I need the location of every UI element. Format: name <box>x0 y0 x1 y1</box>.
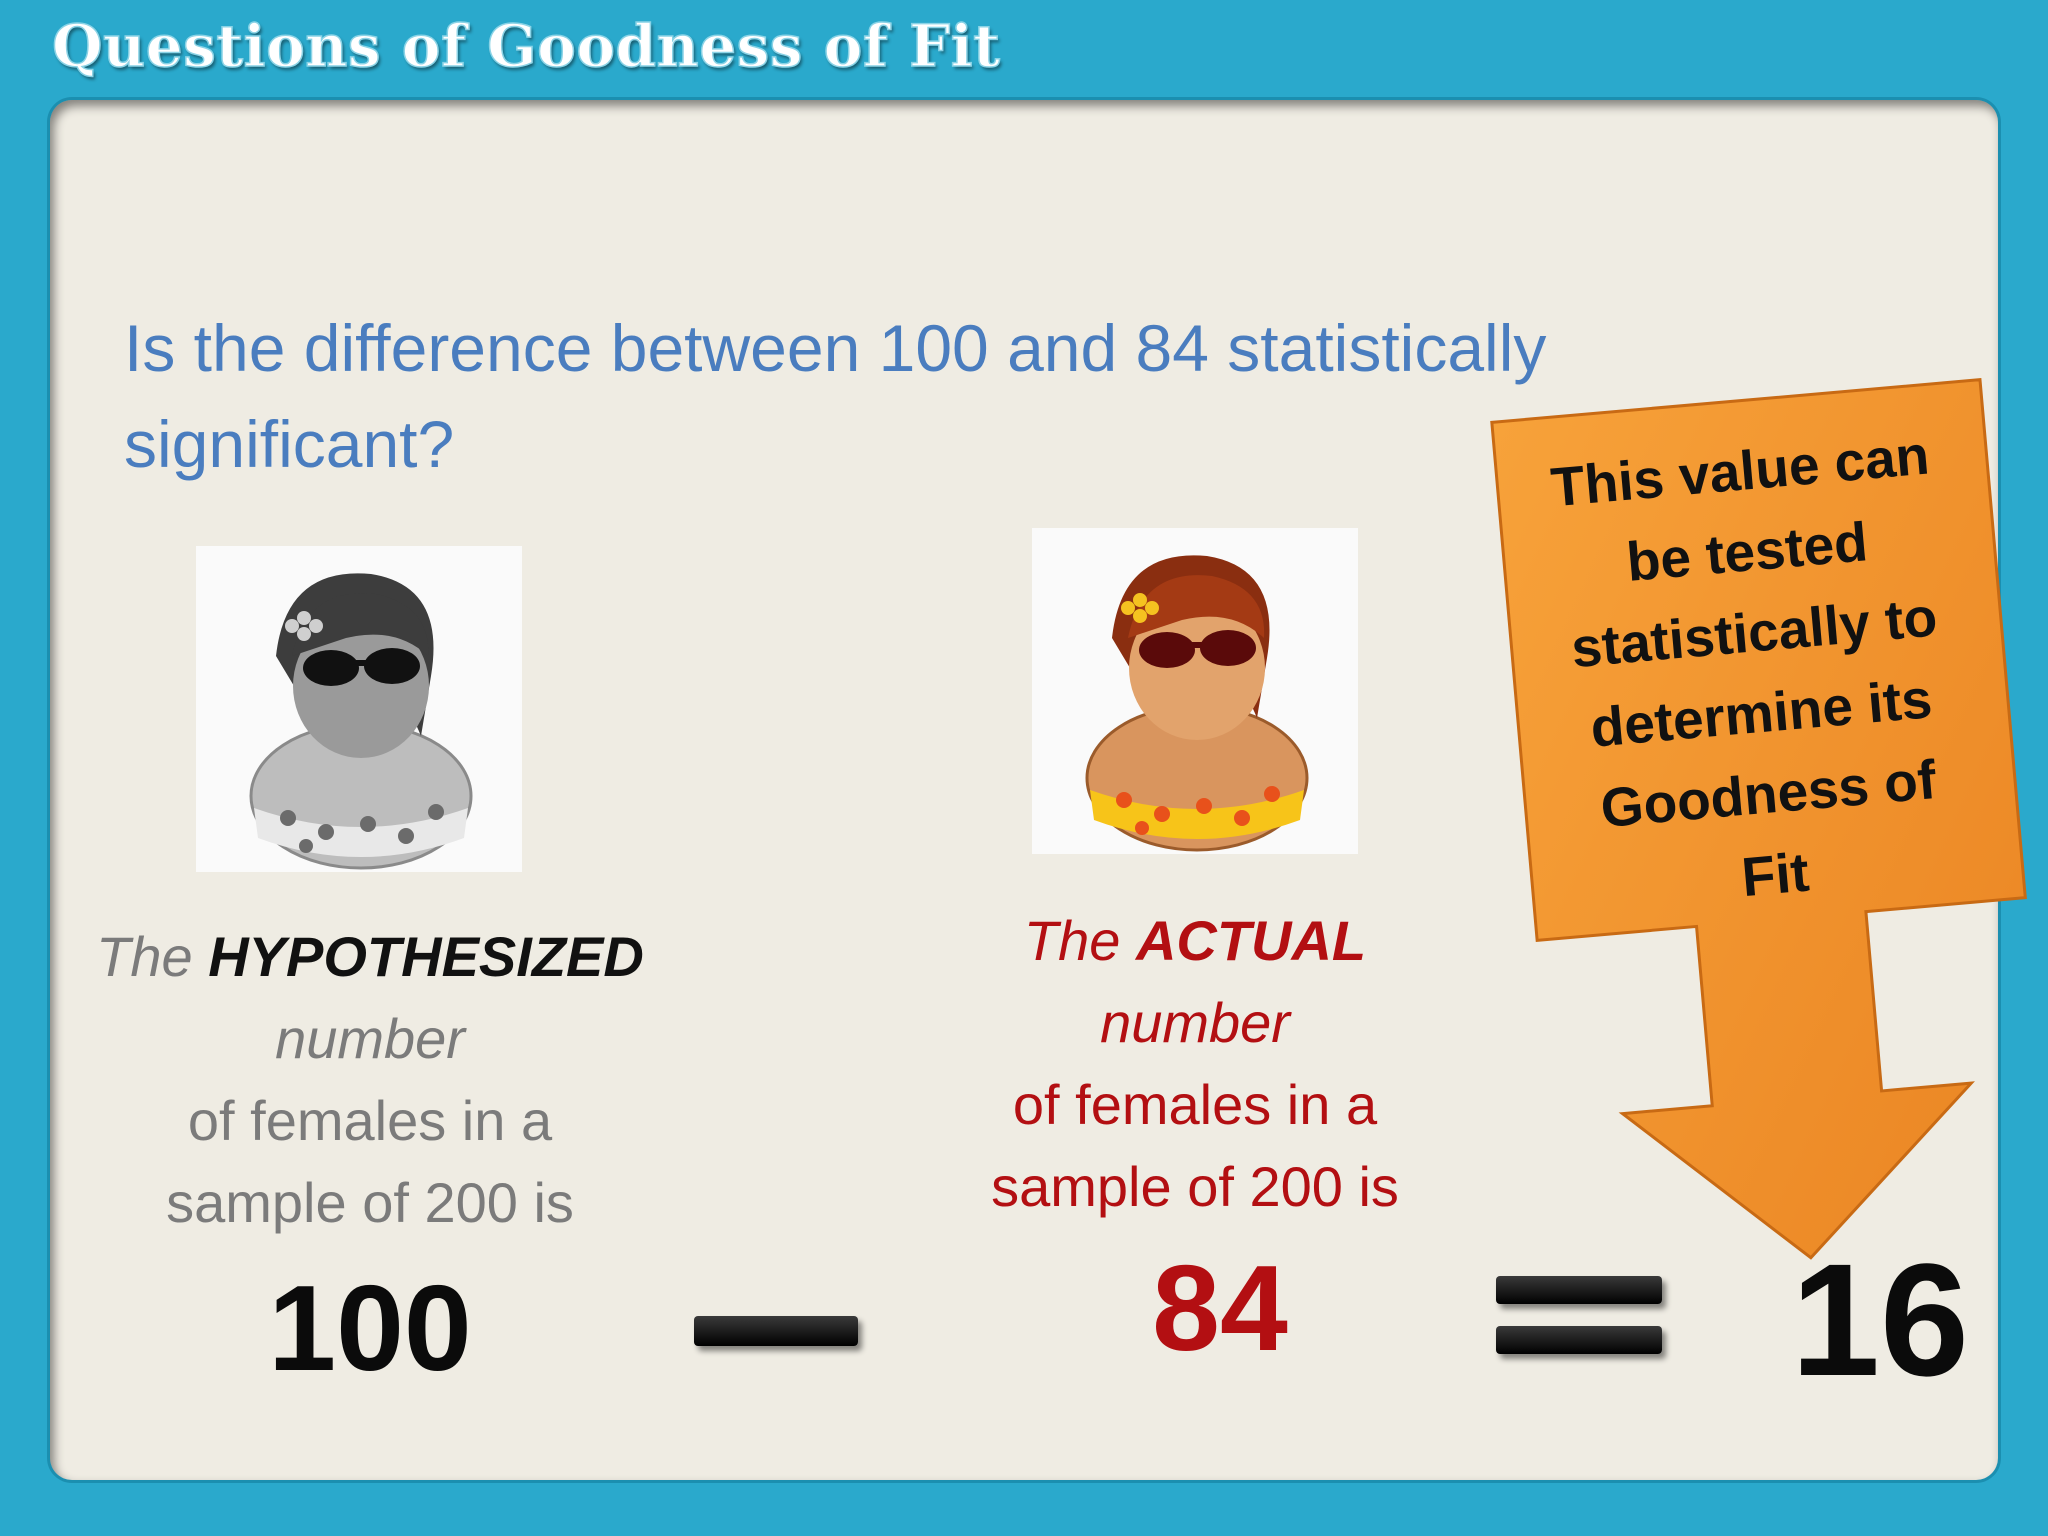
hypothesized-avatar-image <box>196 546 522 872</box>
actual-avatar-image <box>1032 528 1358 854</box>
result-value: 16 <box>1791 1230 1969 1409</box>
actual-line4: sample of 200 is <box>991 1155 1399 1218</box>
woman-avatar-grayscale-icon <box>249 573 473 870</box>
minus-sign <box>694 1316 858 1346</box>
hypothesized-line4: sample of 200 is <box>166 1171 574 1234</box>
callout-text: This value can be tested statistically t… <box>1522 412 1993 934</box>
hypothesized-emphasis: HYPOTHESIZED <box>208 925 644 988</box>
callout-arrow: This value can be tested statistically t… <box>1490 378 2027 1260</box>
actual-line2: number <box>1100 991 1290 1054</box>
actual-prefix: The <box>1023 909 1121 972</box>
actual-value: 84 <box>1152 1240 1288 1376</box>
hypothesized-prefix: The <box>96 925 193 988</box>
hypothesized-line2: number <box>275 1007 465 1070</box>
equals-sign-bottom-bar <box>1496 1326 1662 1354</box>
actual-line3: of females in a <box>1012 1073 1378 1136</box>
slide-title: Questions of Goodness of Fit <box>51 11 1001 81</box>
hypothesized-value: 100 <box>268 1260 472 1396</box>
down-arrow-icon <box>1490 378 2027 1260</box>
actual-caption: The ACTUAL number of females in a sample… <box>900 900 1490 1228</box>
hypothesized-caption: The HYPOTHESIZED number of females in a … <box>60 916 680 1244</box>
question-text: Is the difference between 100 and 84 sta… <box>124 311 1547 481</box>
woman-avatar-color-icon <box>1085 555 1309 852</box>
actual-emphasis: ACTUAL <box>1135 909 1367 972</box>
equals-sign-top-bar <box>1496 1276 1662 1304</box>
hypothesized-line3: of females in a <box>187 1089 553 1152</box>
